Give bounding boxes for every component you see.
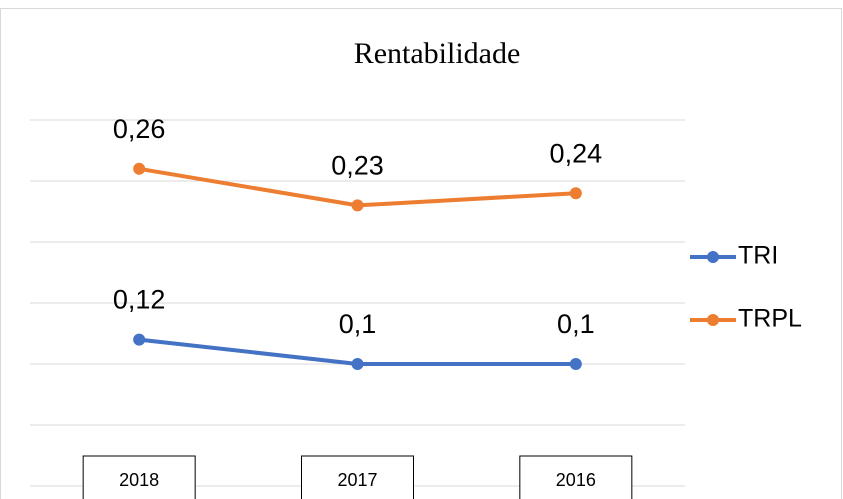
- point: [133, 333, 146, 346]
- chart-title: Rentabilidade: [354, 37, 521, 70]
- category-box: [519, 455, 633, 499]
- data-label: 0,26: [113, 114, 166, 144]
- data-label: 0,12: [113, 285, 166, 315]
- point: [133, 162, 146, 175]
- point: [351, 358, 364, 370]
- category-box: [301, 455, 414, 499]
- point: [569, 358, 582, 370]
- category-box: [82, 455, 196, 499]
- data-label: 0,1: [339, 309, 377, 339]
- legend-marker: [707, 251, 719, 263]
- x-tick-label: 2016: [556, 470, 596, 490]
- point: [569, 187, 582, 200]
- x-tick-label: 2017: [337, 470, 377, 490]
- data-label: 0,24: [550, 138, 603, 168]
- x-tick-label: 2018: [119, 470, 159, 490]
- point: [351, 199, 364, 212]
- legend-marker: [707, 314, 719, 326]
- chart-border: [0, 8, 842, 499]
- legend-label: TRI: [738, 242, 778, 270]
- legend-label: TRPL: [738, 305, 802, 333]
- data-label: 0,1: [557, 309, 595, 339]
- data-label: 0,23: [331, 151, 384, 181]
